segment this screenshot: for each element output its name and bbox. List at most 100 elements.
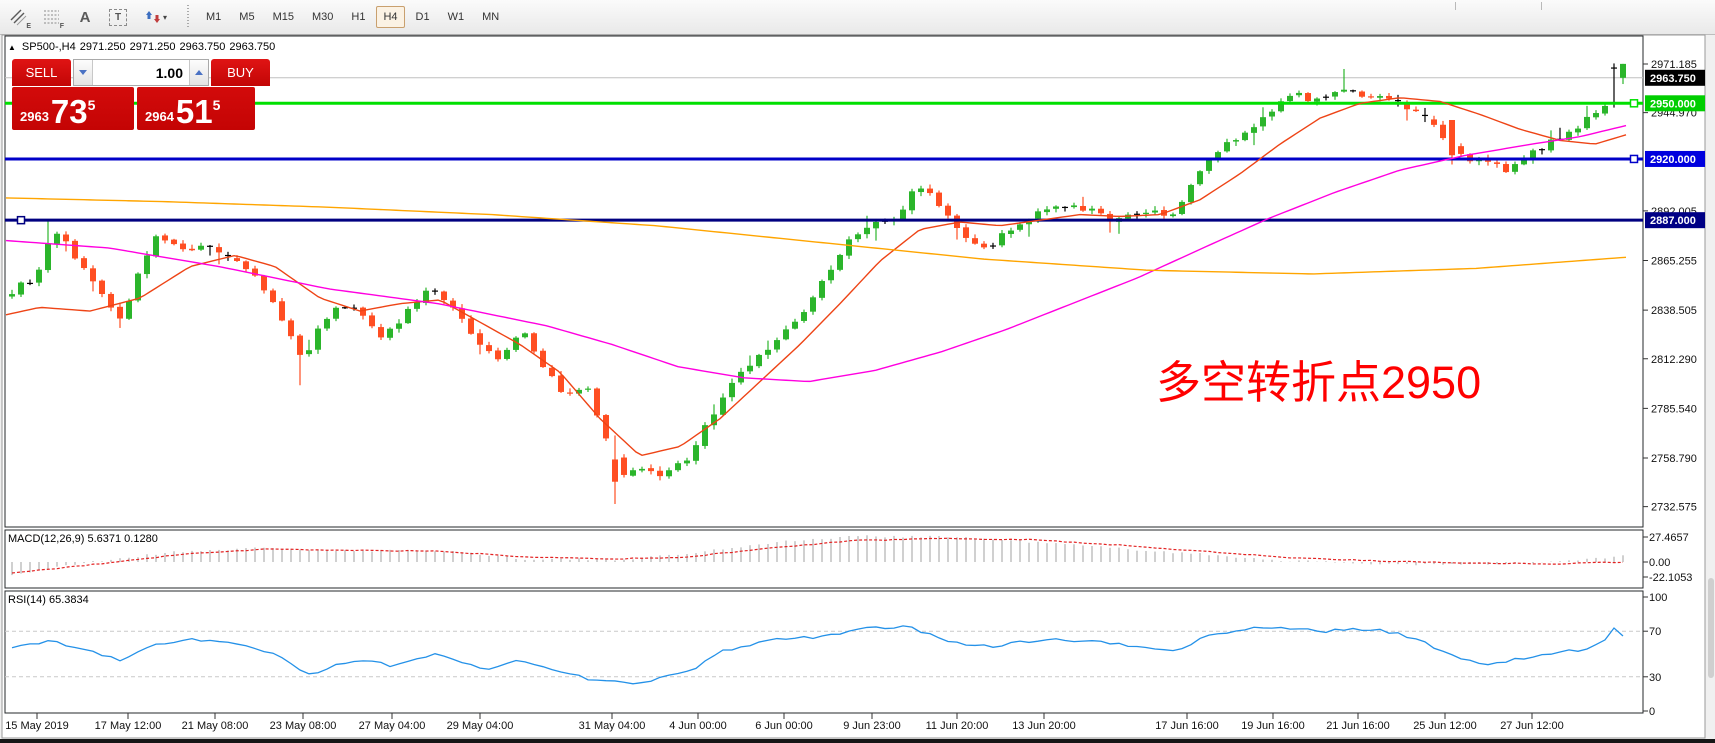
date-tick-label: 21 May 08:00 [182, 720, 249, 732]
candle-body [450, 300, 456, 308]
sell-button[interactable]: SELL [12, 59, 71, 86]
candle-body [1332, 92, 1338, 97]
candle-body [1170, 214, 1176, 217]
candle-body [846, 239, 852, 256]
chart-header: ▲ SP500-,H4 2971.250 2971.250 2963.750 2963.7… [8, 41, 279, 53]
candle-body [1413, 109, 1419, 112]
text-label-tool-icon[interactable]: T [104, 3, 132, 31]
chart-text-annotation[interactable]: 多空转折点2950 [1156, 357, 1482, 408]
price-badge [1645, 150, 1705, 167]
rsi-tick-label: 100 [1649, 592, 1667, 604]
candle-body [360, 307, 366, 316]
sell-price-big: 73 [50, 93, 88, 130]
tf-button-h4-active[interactable]: H4 [376, 6, 405, 28]
candle-body [531, 333, 537, 352]
hline-2920-handle[interactable] [1629, 154, 1639, 164]
candle-body [765, 349, 771, 355]
candle-body [801, 312, 807, 321]
equidistant-channel-icon[interactable]: E [5, 3, 33, 31]
price-tick-label: 2971.185 [1651, 59, 1697, 71]
volume-decrease-button[interactable] [74, 60, 93, 85]
buy-price-tile[interactable]: 2964 51 5 [137, 87, 255, 130]
candle-body [558, 375, 564, 392]
price-badge [1645, 69, 1705, 86]
candle-body [1575, 128, 1581, 133]
candle-body [369, 315, 375, 327]
candle-body [1044, 209, 1050, 213]
price-badge [1645, 95, 1705, 112]
candle-body [387, 328, 393, 338]
candle-body [1386, 95, 1392, 99]
date-tick-label: 13 Jun 20:00 [1012, 720, 1076, 732]
price-tick-label: 2812.290 [1651, 354, 1697, 366]
candle-body [1368, 96, 1374, 98]
tool-sub-label: F [59, 23, 64, 30]
candle-body [117, 306, 123, 319]
volume-increase-button[interactable] [189, 60, 208, 85]
candle-body [495, 350, 501, 360]
candle-body [693, 445, 699, 461]
candle-body [621, 457, 627, 475]
buy-button[interactable]: BUY [211, 59, 270, 86]
candle-body [216, 247, 222, 253]
candle-body [1224, 142, 1230, 152]
time-axis[interactable] [5, 713, 1643, 737]
date-tick-label: 29 May 04:00 [447, 720, 514, 732]
hline-2887-handle[interactable] [16, 215, 26, 225]
candle-body [333, 307, 339, 319]
window-bottom-edge [0, 739, 1715, 743]
candle-body [567, 392, 573, 394]
candle-body [261, 275, 267, 291]
candle-body [675, 463, 681, 471]
sell-price-tile[interactable]: 2963 73 5 [12, 87, 134, 130]
panel-collapse-icon[interactable]: ▲ [8, 43, 16, 52]
tf-button-m30[interactable]: M30 [305, 6, 340, 28]
candle-body [1179, 201, 1185, 214]
candle-body [9, 294, 15, 297]
candle-body [1458, 146, 1464, 154]
candle-body [711, 414, 717, 426]
candle-body [873, 221, 879, 229]
fibonacci-icon[interactable]: F [38, 3, 66, 31]
candle-body [1314, 98, 1320, 102]
date-tick-label: 11 Jun 20:00 [926, 720, 989, 732]
macd-tick-label: -22.1053 [1649, 572, 1692, 584]
candle-body [927, 188, 933, 194]
triangle-down-icon [79, 70, 87, 75]
tf-button-d1[interactable]: D1 [409, 6, 437, 28]
volume-input[interactable] [93, 60, 189, 85]
candle-body [243, 261, 249, 270]
right-gutter [1706, 36, 1715, 737]
candle-body [1296, 92, 1302, 96]
candle-body [1530, 150, 1536, 160]
tool-sub-label: E [26, 23, 31, 30]
tf-button-m5[interactable]: M5 [232, 6, 261, 28]
price-axis[interactable] [1645, 36, 1705, 713]
candle-body [1494, 162, 1500, 164]
ohlc-close: 2963.750 [229, 41, 276, 53]
candle-body [504, 349, 510, 359]
hline-2950-handle[interactable] [1629, 99, 1639, 108]
text-tool-icon[interactable]: A [71, 3, 99, 31]
price-tick-label: 2758.790 [1651, 453, 1697, 465]
candle-body [549, 367, 555, 377]
candle-body [405, 308, 411, 324]
candle-body [1035, 211, 1041, 219]
candle-body [747, 365, 753, 372]
tf-button-h1[interactable]: H1 [344, 6, 372, 28]
price-badge-label: 2920.000 [1650, 154, 1696, 166]
arrows-tool-icon[interactable]: ▾ [137, 3, 175, 31]
tf-button-mn[interactable]: MN [475, 6, 506, 28]
macd-tick-label: 27.4657 [1649, 532, 1689, 544]
candle-body [963, 227, 969, 238]
tf-button-w1[interactable]: W1 [441, 6, 472, 28]
candle-body [918, 188, 924, 193]
tf-button-m15[interactable]: M15 [266, 6, 301, 28]
toolbar-separator [187, 5, 189, 29]
candle-body [1566, 131, 1572, 140]
tf-button-m1[interactable]: M1 [199, 6, 228, 28]
sell-price-small: 2963 [20, 109, 49, 124]
candle-body [1107, 213, 1113, 222]
scrollbar-thumb[interactable] [1708, 578, 1714, 678]
